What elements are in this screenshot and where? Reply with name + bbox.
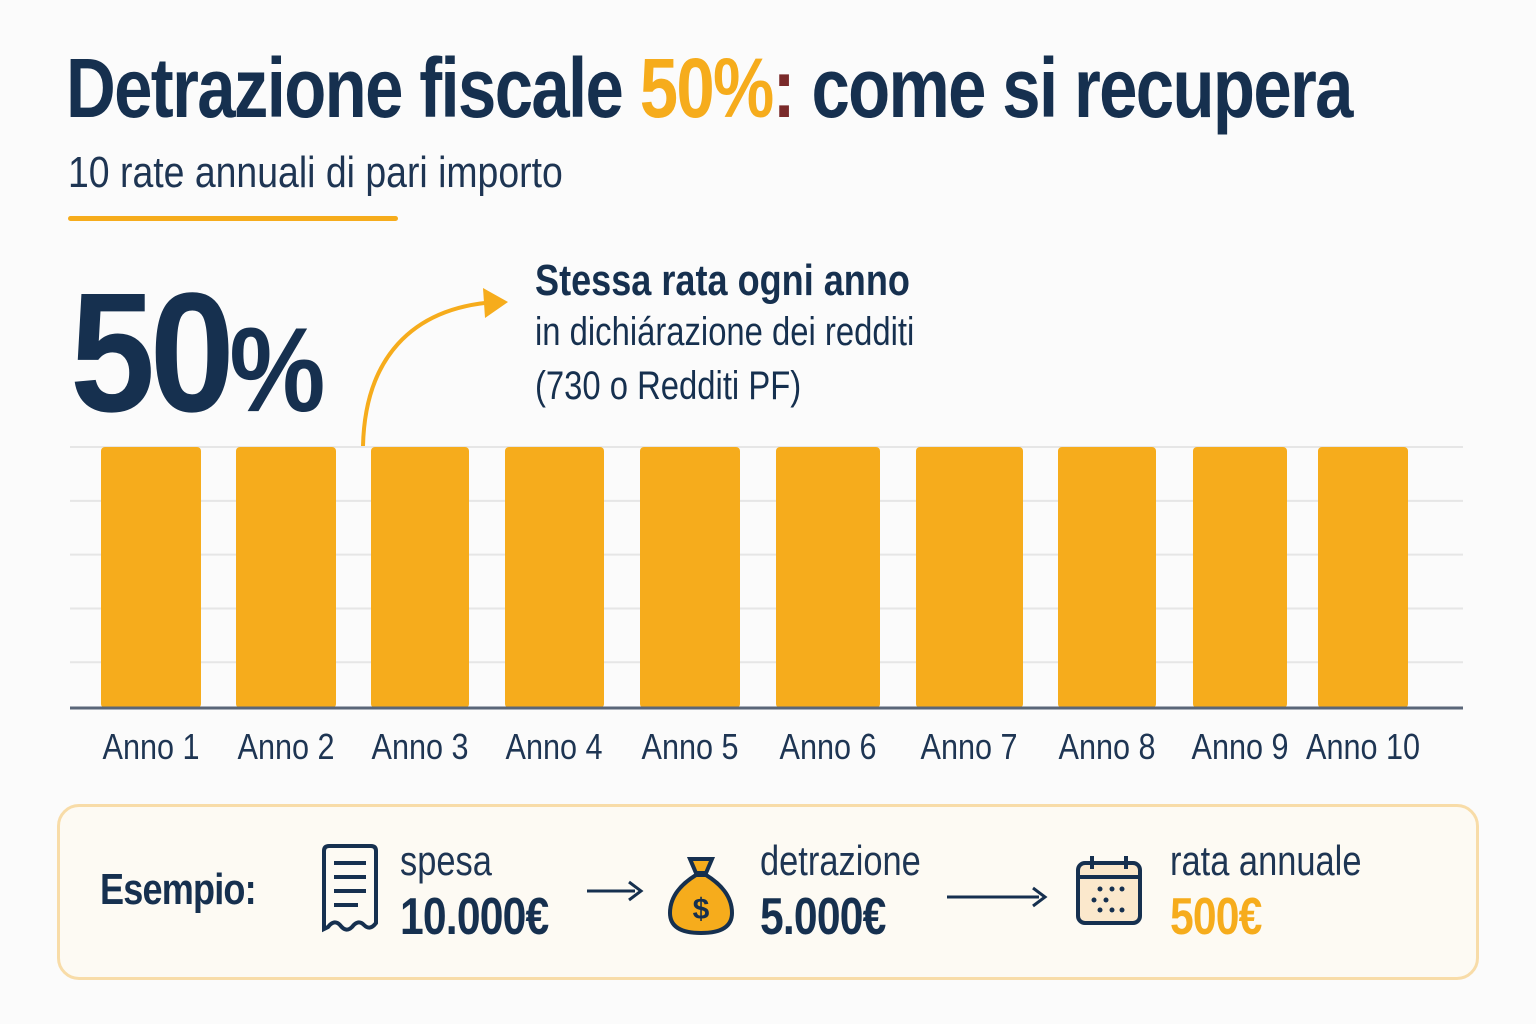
- long-arrow-right-icon: [947, 886, 1048, 908]
- spesa-value: 10.000€: [400, 888, 549, 946]
- big-percent: 50%: [70, 255, 348, 451]
- bar-1: [101, 447, 201, 708]
- receipt-icon: [322, 844, 378, 933]
- note-line1-text: in dichiárazione dei redditi: [535, 310, 915, 354]
- subtitle-text: 10 rate annuali di pari importo: [68, 148, 563, 197]
- x-tick-label: Anno 1: [102, 726, 200, 767]
- note-line2-text: (730 o Redditi PF): [535, 364, 802, 408]
- detrazione-value: 5.000€: [760, 888, 886, 946]
- bar-7: [916, 447, 1023, 708]
- detrazione-label: detrazione: [760, 837, 921, 884]
- x-tick-label: Anno 2: [237, 726, 335, 767]
- arrow-right-icon: [587, 880, 644, 902]
- x-tick-label: Anno 7: [920, 726, 1018, 767]
- spesa-label: spesa: [400, 837, 492, 884]
- note-title-text: Stessa rata ogni anno: [535, 256, 910, 305]
- bar-5: [640, 447, 740, 708]
- rata-annuale-label: rata annuale: [1170, 837, 1362, 884]
- calendar-icon: [1076, 856, 1142, 925]
- x-tick-label: Anno 4: [505, 726, 603, 767]
- title-colon: :: [772, 41, 796, 135]
- example-label: Esempio:: [100, 865, 257, 914]
- big-percent-symbol: %: [229, 303, 325, 437]
- x-tick-label: Anno 10: [1305, 726, 1421, 767]
- bar-3: [371, 447, 469, 708]
- x-tick-label: Anno 3: [371, 726, 469, 767]
- x-tick-label: Anno 6: [779, 726, 877, 767]
- x-tick-label: Anno 5: [641, 726, 739, 767]
- title-highlight: 50%: [639, 41, 775, 135]
- bar-8: [1058, 447, 1156, 708]
- note-line1: in dichiárazione dei redditi: [535, 310, 998, 355]
- title-part2: come si recupera: [793, 41, 1353, 135]
- x-tick-label: Anno 8: [1058, 726, 1156, 767]
- page-title: Detrazione fiscale 50%: come si recupera: [66, 40, 1536, 137]
- curved-arrow-icon: [361, 300, 496, 447]
- rata-annuale-value: 500€: [1170, 888, 1262, 946]
- title-part1: Detrazione fiscale: [66, 41, 640, 135]
- subtitle: 10 rate annuali di pari importo: [68, 148, 650, 198]
- bar-6: [776, 447, 880, 708]
- arrow-head-icon: [483, 288, 508, 318]
- note-title: Stessa rata ogni anno: [535, 256, 992, 306]
- dollar-sign: $: [693, 893, 710, 926]
- bar-4: [505, 447, 604, 708]
- money-bag-icon: $: [667, 857, 735, 936]
- bar-10: [1318, 447, 1408, 708]
- big-percent-number: 50: [70, 258, 235, 448]
- title-underline: [68, 216, 398, 221]
- example-box: Esempio: spesa 10.000€ $ detrazione 5.00…: [57, 804, 1479, 980]
- x-tick-label: Anno 9: [1191, 726, 1289, 767]
- bar-9: [1193, 447, 1287, 708]
- note-line2: (730 o Redditi PF): [535, 364, 860, 409]
- bar-2: [236, 447, 336, 708]
